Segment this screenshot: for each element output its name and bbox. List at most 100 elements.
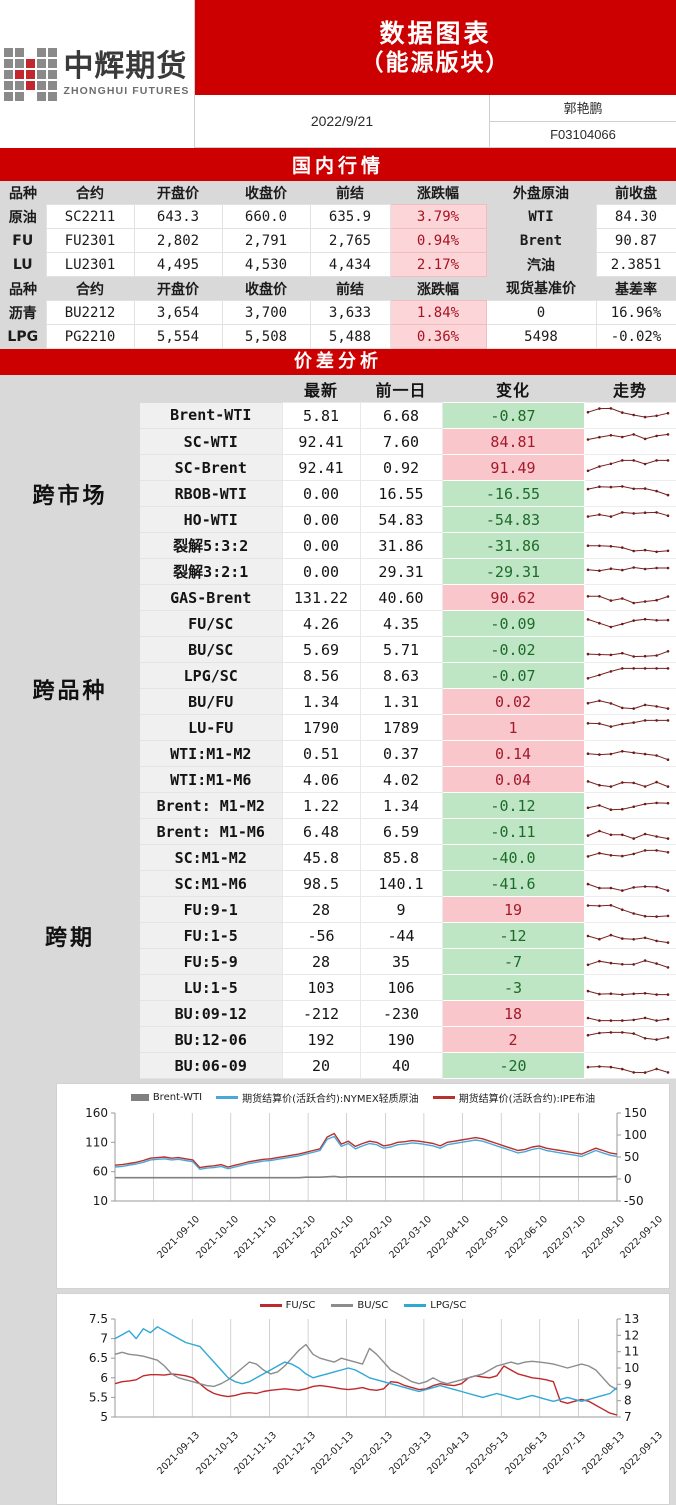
report-header: 中辉期货 ZHONGHUI FUTURES 数据图表 （能源版块） 2022/9…: [0, 0, 676, 148]
change-cell: -7: [441, 948, 585, 975]
column-header: 变化: [442, 375, 584, 403]
spread-row-label: Brent-WTI: [140, 402, 282, 429]
table-cell: 5.81: [281, 402, 361, 429]
legend-swatch: [432, 1096, 455, 1099]
legend-swatch: [331, 1304, 354, 1307]
table-cell: 28: [281, 896, 361, 923]
table-cell: 1.34: [359, 792, 443, 819]
change-cell: -20: [441, 1052, 585, 1079]
trend-sparkline: [583, 636, 676, 663]
table-cell: 31.86: [359, 532, 443, 559]
table-cell: 0.00: [281, 506, 361, 533]
spread-row-label: 裂解3:2:1: [140, 558, 282, 585]
spread-row-label: BU:06-09: [140, 1052, 282, 1079]
legend-label: LPG/SC: [430, 1300, 467, 1311]
change-cell: 2: [441, 1026, 585, 1053]
column-header: 外盘原油: [486, 181, 596, 205]
trend-sparkline: [583, 558, 676, 585]
table-row: WTI:M1-M2 0.51 0.37 0.14: [0, 740, 676, 767]
table-row: 跨期 Brent: M1-M2 1.22 1.34 -0.12: [0, 792, 676, 1079]
company-logo: 中辉期货 ZHONGHUI FUTURES: [0, 0, 195, 148]
chart1-plot: 10 60 110 160 -50 0 50 100 150: [57, 1106, 669, 1210]
legend-label: FU/SC: [285, 1300, 316, 1311]
chart-ratio-spreads: FU/SC BU/SC LPG/SC 5 5.5 6 6.5 7 7.5 7 8 9 10 11 12 13…: [56, 1293, 670, 1505]
table-cell: 0.92: [359, 454, 443, 481]
table-cell: 35: [359, 948, 443, 975]
table-row: SC:M1-M6 98.5 140.1 -41.6: [0, 870, 676, 897]
table-cell: 汽油: [486, 252, 596, 277]
table-row: BU:06-09 20 40 -20: [0, 1052, 676, 1079]
table-cell: 140.1: [359, 870, 443, 897]
spread-row-label: LU:1-5: [140, 974, 282, 1001]
trend-sparkline: [583, 1000, 676, 1027]
column-header: 涨跌幅: [390, 181, 486, 205]
table-cell: LU: [0, 252, 46, 277]
change-cell: 0.02: [441, 688, 585, 715]
table-cell: 6.48: [281, 818, 361, 845]
table-cell: -44: [359, 922, 443, 949]
spread-row-label: 裂解5:3:2: [140, 532, 282, 559]
analyst-name: 郭艳鹏: [490, 95, 676, 122]
change-cell: -0.02: [441, 636, 585, 663]
table-cell: WTI: [486, 204, 596, 229]
column-header: 现货基准价: [486, 276, 596, 301]
column-header: 前结: [310, 276, 390, 301]
change-cell: -0.11: [441, 818, 585, 845]
domestic-market-table: 品种 合约 开盘价 收盘价 前结 涨跌幅 外盘原油 前收盘 原油 SC2211 643.3 660.0…: [0, 181, 676, 349]
trend-sparkline: [583, 974, 676, 1001]
spread-row-label: SC:M1-M2: [140, 844, 282, 871]
svg-text:5.5: 5.5: [89, 1390, 108, 1404]
table-cell: BU2212: [45, 300, 135, 325]
table-cell: 3.79%: [389, 204, 487, 229]
table-cell: 沥青: [0, 300, 46, 325]
table-cell: SC2211: [45, 204, 135, 229]
spread-row-label: RBOB-WTI: [140, 480, 282, 507]
chart-crude-oil-settlement: Brent-WTI 期货结算价(活跃合约):NYMEX轻质原油 期货结算价(活跃合约…: [56, 1083, 670, 1289]
table-cell: 192: [281, 1026, 361, 1053]
change-cell: -29.31: [441, 558, 585, 585]
spread-row-label: FU/SC: [140, 610, 282, 637]
legend-swatch: [259, 1304, 282, 1307]
logo-text-en: ZHONGHUI FUTURES: [63, 84, 190, 97]
analyst-id: F03104066: [490, 122, 676, 148]
table-cell: 5,488: [309, 324, 391, 349]
table-cell: 0.36%: [389, 324, 487, 349]
spread-group-label: 跨品种: [0, 584, 140, 793]
svg-text:6.5: 6.5: [89, 1351, 108, 1365]
table-cell: -0.02%: [595, 324, 676, 349]
spread-row-label: BU:09-12: [140, 1000, 282, 1027]
change-cell: 84.81: [441, 428, 585, 455]
table-cell: 1.34: [281, 688, 361, 715]
change-cell: 0.14: [441, 740, 585, 767]
trend-sparkline: [583, 922, 676, 949]
table-cell: 103: [281, 974, 361, 1001]
table-cell: 2.17%: [389, 252, 487, 277]
table-cell: FU2301: [45, 228, 135, 253]
table-row: LU-FU 1790 1789 1: [0, 714, 676, 741]
svg-text:60: 60: [93, 1165, 108, 1179]
legend-item: Brent-WTI: [130, 1090, 202, 1105]
table-cell: 20: [281, 1052, 361, 1079]
table-cell: 0.51: [281, 740, 361, 767]
change-cell: -0.07: [441, 662, 585, 689]
table-cell: 16.55: [359, 480, 443, 507]
table-cell: 2.3851: [595, 252, 676, 277]
table-cell: 0.00: [281, 558, 361, 585]
legend-label: 期货结算价(活跃合约):IPE布油: [458, 1094, 596, 1105]
spread-row-label: BU/SC: [140, 636, 282, 663]
table-cell: 0.94%: [389, 228, 487, 253]
trend-sparkline: [583, 844, 676, 871]
spread-row-label: WTI:M1-M2: [140, 740, 282, 767]
table-row: SC-Brent 92.41 0.92 91.49: [0, 454, 676, 481]
table-cell: 92.41: [281, 454, 361, 481]
change-cell: -0.09: [441, 610, 585, 637]
spread-row-label: GAS-Brent: [140, 584, 282, 611]
svg-text:160: 160: [85, 1107, 108, 1120]
table-cell: 5,554: [133, 324, 223, 349]
table-row: 跨品种 GAS-Brent 131.22 40.60 90.62: [0, 584, 676, 793]
table-row: WTI:M1-M6 4.06 4.02 0.04: [0, 766, 676, 793]
svg-text:9: 9: [624, 1377, 632, 1391]
table-cell: 85.8: [359, 844, 443, 871]
table-cell: 3,700: [221, 300, 311, 325]
table-cell: 16.96%: [595, 300, 676, 325]
